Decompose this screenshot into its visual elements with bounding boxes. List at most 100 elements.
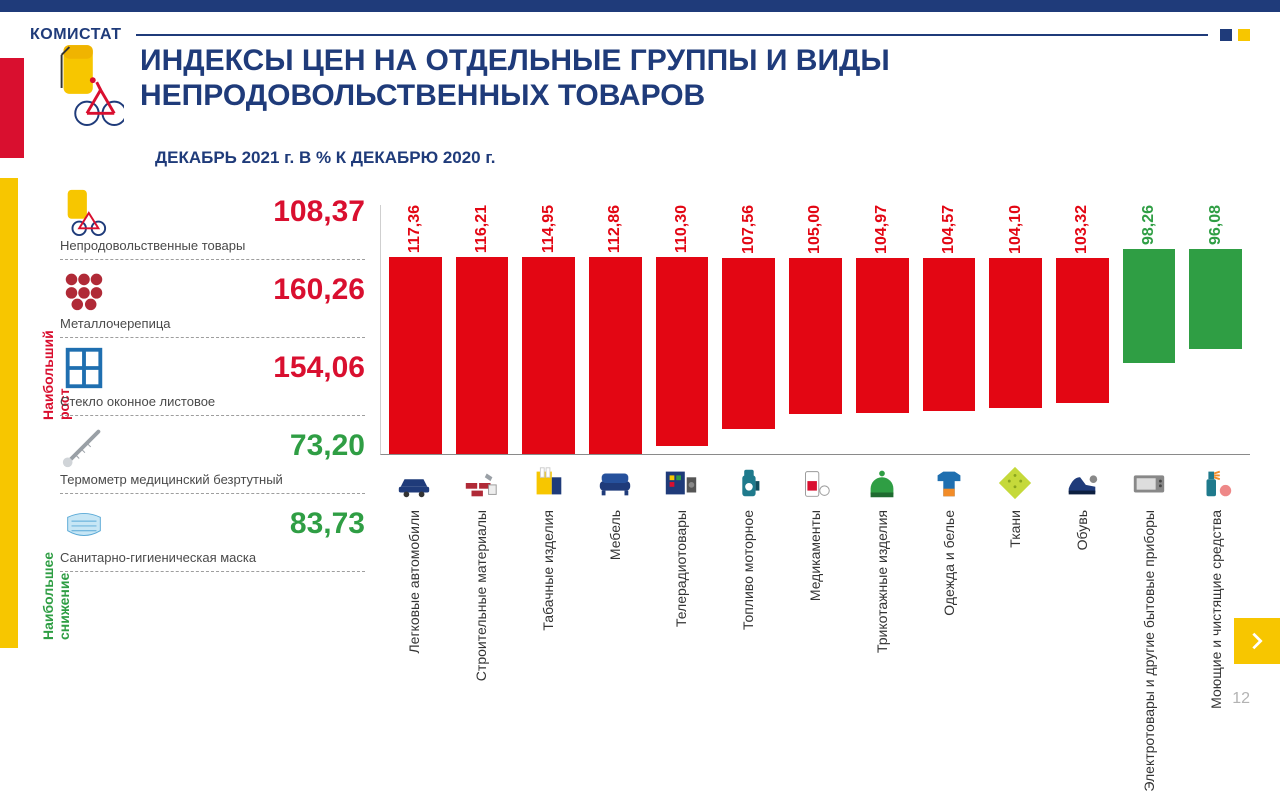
top-bar [0,0,1280,12]
bar-rect [1189,249,1242,349]
stat-row: 160,26 [60,260,365,316]
bar-tv: 110,30 [656,205,709,454]
stat-value: 108,37 [273,195,365,229]
stat-caption: Металлочерепица [60,316,365,338]
stat-row: 83,73 [60,494,365,550]
bar-fuel: 107,56 [722,205,775,454]
stat-value: 160,26 [273,273,365,307]
tv-icon [655,462,708,504]
header-rule [136,34,1209,36]
left-stats: 108,37 Непродовольственные товары 160,26 Ме… [60,182,365,572]
coat-bike-logo-icon [46,42,124,132]
category-label: Одежда и белье [922,510,975,700]
bar-value-label: 114,95 [540,205,558,253]
bar-rect [989,258,1042,408]
bar-rect [856,258,909,413]
bar-rect [789,258,842,414]
bar-value-label: 110,30 [673,205,691,253]
bar-spray: 96,08 [1189,205,1242,454]
title-line-2: НЕПРОДОВОЛЬСТВЕННЫХ ТОВАРОВ [140,79,1120,114]
stat-row: 108,37 [60,182,365,238]
category-label: Медикаменты [789,510,842,700]
header-square-navy-icon [1220,29,1232,41]
category-label: Топливо моторное [722,510,775,700]
category-label: Обувь [1056,510,1109,700]
stat-row: 154,06 [60,338,365,394]
bar-rect [656,257,709,446]
bar-value-label: 105,00 [806,205,824,254]
bar-cigarettes: 114,95 [522,205,575,454]
tiles-icon [60,266,108,314]
bar-value-label: 116,21 [473,205,491,253]
stat-row: 73,20 [60,416,365,472]
spray-icon [1189,462,1242,504]
category-label: Электротовары и другие бытовые приборы [1122,510,1175,700]
stat-caption: Термометр медицинский безртутный [60,472,365,494]
bar-rect [522,257,575,454]
category-label: Легковые автомобили [388,510,441,700]
title-line-1: ИНДЕКСЫ ЦЕН НА ОТДЕЛЬНЫЕ ГРУППЫ И ВИДЫ [140,44,1120,79]
header-square-yellow-icon [1238,29,1250,41]
accent-red-block [0,58,24,158]
page-number: 12 [1232,690,1250,708]
bar-value-label: 104,10 [1007,205,1025,254]
stat-caption: Санитарно-гигиеническая маска [60,550,365,572]
next-arrow-button[interactable] [1234,618,1280,664]
bar-rect [722,258,775,430]
org-header: КОМИСТАТ [30,26,1250,44]
bar-hat: 104,97 [856,205,909,454]
mask-icon [60,500,108,548]
category-icons-row [380,462,1250,504]
bar-rect [1056,258,1109,403]
bar-value-label: 98,26 [1140,205,1158,245]
bar-rect [923,258,976,411]
stat-value: 73,20 [290,429,365,463]
fuel-icon [722,462,775,504]
category-label: Моющие и чистящие средства [1189,510,1242,700]
category-label: Ткани [989,510,1042,700]
stat-value: 83,73 [290,507,365,541]
hat-icon [855,462,908,504]
bar-car: 117,36 [389,205,442,454]
category-label: Мебель [588,510,641,700]
bar-value-label: 104,97 [873,205,891,254]
car-icon [388,462,441,504]
stat-value: 154,06 [273,351,365,385]
fabric-icon [989,462,1042,504]
category-label: Строительные материалы [455,510,508,700]
category-label: Трикотажные изделия [855,510,908,700]
stat-caption: Стекло оконное листовое [60,394,365,416]
bar-rect [389,257,442,454]
page-subtitle: ДЕКАБРЬ 2021 г. В % К ДЕКАБРЮ 2020 г. [155,148,495,168]
category-labels-row: Легковые автомобили Строительные материал… [380,510,1250,700]
bar-meds: 105,00 [789,205,842,454]
thermometer-icon [60,422,108,470]
accent-yellow-strip [0,178,18,648]
bar-sofa: 112,86 [589,205,642,454]
bar-shoe: 103,32 [1056,205,1109,454]
page-title: ИНДЕКСЫ ЦЕН НА ОТДЕЛЬНЫЕ ГРУППЫ И ВИДЫ Н… [140,44,1120,113]
shoe-icon [1056,462,1109,504]
bricks-icon [455,462,508,504]
coat-bike-icon [60,188,108,236]
bar-microwave: 98,26 [1123,205,1176,454]
bar-chart: 117,36 116,21 114,95 112,86 110,30 107,56 105,… [380,205,1250,455]
bar-value-label: 103,32 [1073,205,1091,254]
clothes-icon [922,462,975,504]
bar-value-label: 104,57 [940,205,958,254]
bar-rect [589,257,642,454]
chevron-right-icon [1246,630,1268,652]
category-label: Табачные изделия [522,510,575,700]
bar-fabric: 104,10 [989,205,1042,454]
bar-value-label: 117,36 [406,205,424,253]
stat-caption: Непродовольственные товары [60,238,365,260]
bar-rect [1123,249,1176,363]
cigarettes-icon [522,462,575,504]
microwave-icon [1122,462,1175,504]
bar-value-label: 107,56 [740,205,758,254]
bar-value-label: 96,08 [1207,205,1225,245]
sofa-icon [588,462,641,504]
bar-rect [456,257,509,454]
meds-icon [789,462,842,504]
category-label: Телерадиотовары [655,510,708,700]
